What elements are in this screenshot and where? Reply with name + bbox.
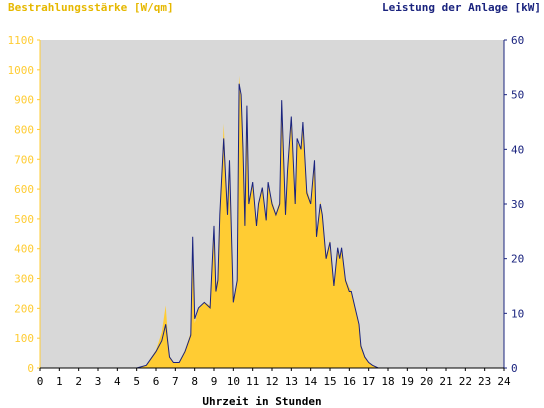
x-tick-label: 23 <box>478 375 491 388</box>
x-tick-label: 16 <box>343 375 356 388</box>
power-line <box>40 83 504 369</box>
x-tick-label: 13 <box>285 375 298 388</box>
x-tick-label: 9 <box>211 375 218 388</box>
right-tick-label: 0 <box>511 362 518 375</box>
x-tick-label: 11 <box>246 375 259 388</box>
x-tick-label: 4 <box>114 375 121 388</box>
right-tick-label: 10 <box>511 307 524 320</box>
x-tick-label: 7 <box>172 375 179 388</box>
left-tick-label: 200 <box>14 302 34 315</box>
left-tick-label: 800 <box>14 123 34 136</box>
right-tick-label: 40 <box>511 143 524 156</box>
left-tick-label: 600 <box>14 183 34 196</box>
left-axis: 0 100 200 300 400 500 600 700 800 900 1000 1100 <box>8 34 41 375</box>
left-tick-label: 1000 <box>8 64 35 77</box>
x-tick-label: 1 <box>56 375 63 388</box>
x-tick-label: 2 <box>75 375 82 388</box>
x-tick-label: 22 <box>459 375 472 388</box>
right-tick-label: 60 <box>511 34 524 47</box>
left-tick-label: 700 <box>14 153 34 166</box>
right-axis: 0 10 20 30 40 50 60 <box>503 34 524 375</box>
chart-title-right: Leistung der Anlage [kW] <box>382 1 541 14</box>
x-tick-label: 8 <box>191 375 198 388</box>
right-tick-label: 50 <box>511 89 524 102</box>
x-tick-label: 21 <box>439 375 452 388</box>
x-tick-label: 10 <box>227 375 240 388</box>
x-tick-label: 5 <box>133 375 140 388</box>
left-tick-label: 300 <box>14 273 34 286</box>
x-tick-label: 20 <box>420 375 433 388</box>
x-axis-label: Uhrzeit in Stunden <box>202 395 321 408</box>
right-tick-label: 30 <box>511 198 524 211</box>
x-tick-label: 6 <box>153 375 160 388</box>
left-tick-label: 400 <box>14 243 34 256</box>
x-tick-label: 18 <box>381 375 394 388</box>
x-tick-label: 3 <box>95 375 102 388</box>
x-tick-label: 0 <box>37 375 44 388</box>
left-tick-label: 1100 <box>8 34 35 47</box>
x-axis: 0 1 2 3 4 5 6 7 8 9 10 11 12 13 14 15 16 17 18 19 20 21 22 23 24 <box>37 367 511 388</box>
right-tick-label: 20 <box>511 253 524 266</box>
x-tick-label: 15 <box>323 375 336 388</box>
irradiance-area <box>40 75 504 369</box>
x-tick-label: 19 <box>401 375 414 388</box>
x-tick-label: 24 <box>497 375 511 388</box>
x-tick-label: 17 <box>362 375 375 388</box>
left-tick-label: 900 <box>14 94 34 107</box>
x-tick-label: 12 <box>265 375 278 388</box>
x-tick-label: 14 <box>304 375 318 388</box>
left-tick-label: 500 <box>14 213 34 226</box>
chart-title-left: Bestrahlungsstärke [W/qm] <box>8 1 174 14</box>
left-tick-label: 100 <box>14 332 34 345</box>
left-tick-label: 0 <box>27 362 34 375</box>
